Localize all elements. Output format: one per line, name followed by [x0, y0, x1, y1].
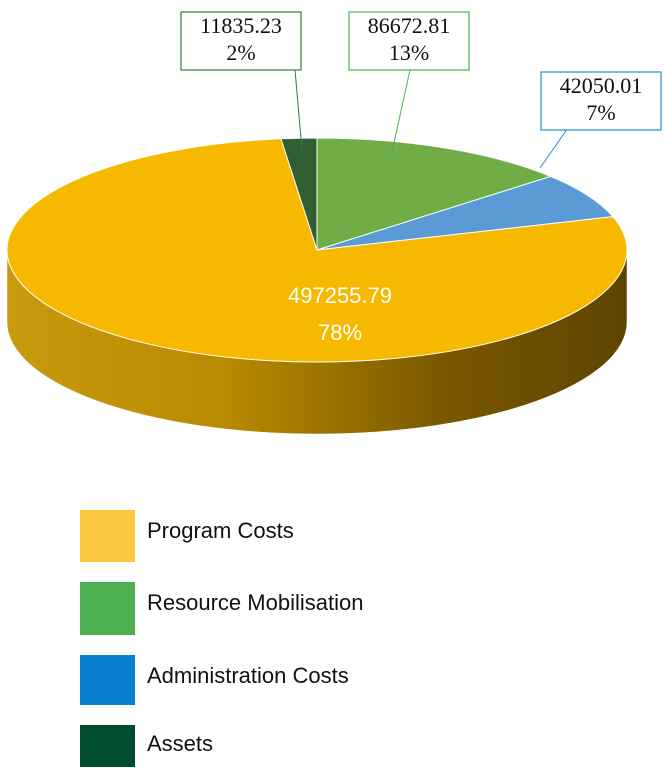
label-box — [348, 11, 470, 71]
label-box — [540, 71, 662, 131]
slice — [6, 138, 628, 363]
pie — [6, 137, 628, 435]
legend-label: Resource Mobilisation — [147, 590, 363, 615]
legend-swatch — [80, 725, 135, 767]
leader-line — [391, 69, 411, 153]
slice — [280, 137, 318, 251]
data-label: 13% — [389, 40, 429, 65]
legend-swatch — [80, 510, 135, 562]
data-label: 2% — [226, 40, 255, 65]
legend-label: Administration Costs — [147, 663, 349, 688]
data-label: 86672.81 — [368, 13, 451, 38]
slice — [316, 137, 553, 251]
leader-line — [539, 124, 571, 169]
data-label: 78% — [318, 320, 362, 345]
leader-line — [294, 69, 303, 151]
data-label: 7% — [586, 100, 615, 125]
legend-label: Assets — [147, 731, 213, 756]
label-box — [180, 11, 302, 71]
data-label: 42050.01 — [560, 73, 643, 98]
slice — [316, 175, 614, 251]
legend-swatch — [80, 655, 135, 705]
legend-swatch — [80, 582, 135, 635]
data-label: 11835.23 — [200, 13, 282, 38]
data-label: 497255.79 — [288, 283, 392, 308]
legend: Program Costs Resource Mobilisation Admini… — [80, 510, 363, 767]
legend-label: Program Costs — [147, 518, 294, 543]
